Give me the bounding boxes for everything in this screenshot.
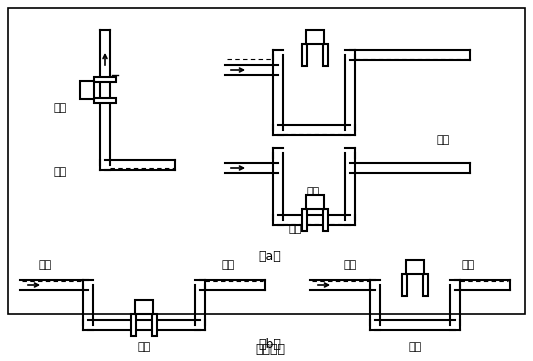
- Bar: [323, 209, 328, 231]
- Bar: [135, 300, 153, 314]
- Bar: [302, 209, 307, 231]
- Bar: [423, 274, 428, 296]
- Bar: [306, 30, 324, 44]
- Text: 图（四）: 图（四）: [255, 343, 285, 356]
- Text: 正确: 正确: [138, 342, 151, 352]
- Bar: [80, 81, 94, 99]
- Text: 气泡: 气泡: [462, 260, 474, 270]
- Text: 气泡: 气泡: [221, 260, 235, 270]
- Bar: [94, 77, 116, 82]
- Bar: [402, 274, 407, 296]
- Text: 液体: 液体: [53, 167, 67, 177]
- Bar: [131, 314, 136, 336]
- Text: 气泡: 气泡: [343, 260, 357, 270]
- Text: 气泡: 气泡: [38, 260, 52, 270]
- Bar: [94, 98, 116, 103]
- Text: 正确: 正确: [309, 32, 321, 42]
- Text: 液体: 液体: [437, 135, 450, 145]
- Bar: [306, 195, 324, 209]
- Text: （a）: （a）: [259, 250, 281, 263]
- Text: （b）: （b）: [259, 338, 281, 351]
- Bar: [323, 44, 328, 66]
- Text: 错误: 错误: [306, 187, 320, 197]
- Bar: [406, 260, 424, 274]
- Text: 液体: 液体: [288, 224, 302, 234]
- Bar: [302, 44, 307, 66]
- Text: 错误: 错误: [408, 342, 422, 352]
- Text: 正确: 正确: [53, 103, 67, 113]
- Bar: [152, 314, 157, 336]
- Bar: [8, 8, 525, 314]
